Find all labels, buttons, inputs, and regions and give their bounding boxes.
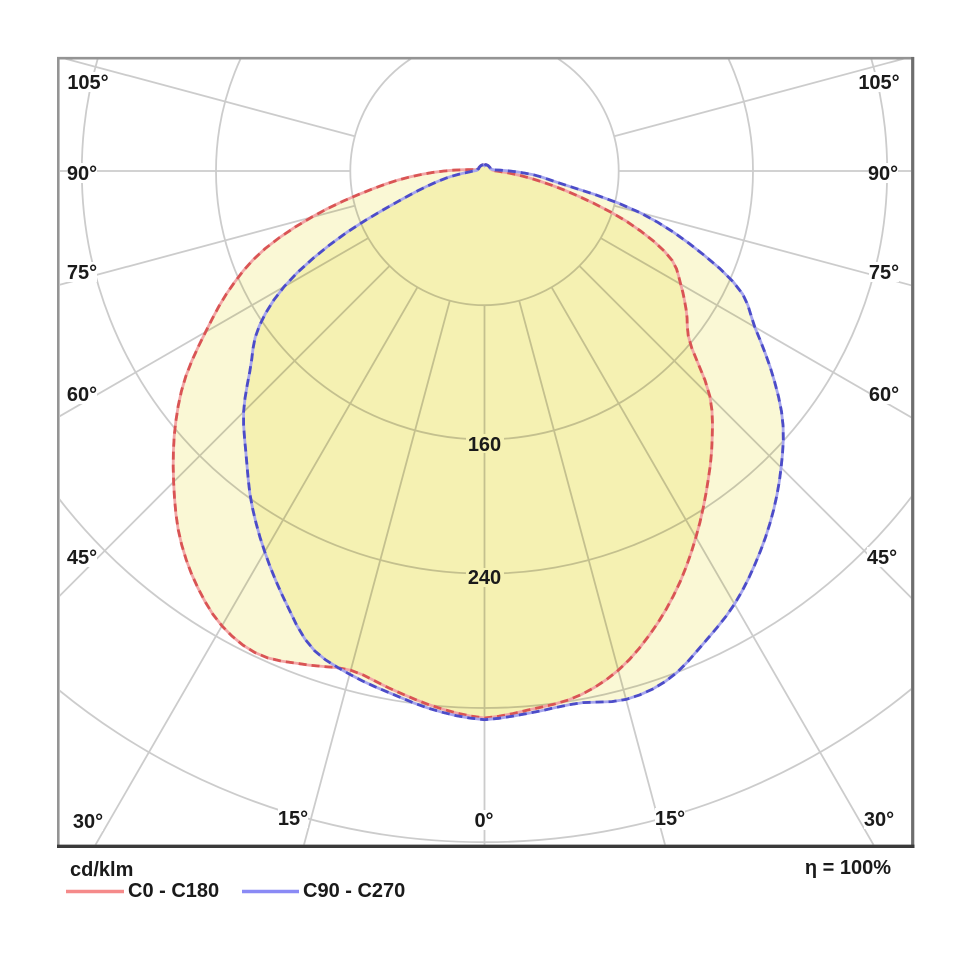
svg-text:90°: 90° xyxy=(868,163,898,185)
svg-text:cd/klm: cd/klm xyxy=(70,859,133,881)
svg-text:0°: 0° xyxy=(474,810,493,832)
svg-text:240: 240 xyxy=(468,567,501,589)
svg-text:30°: 30° xyxy=(864,809,894,831)
svg-text:60°: 60° xyxy=(869,384,899,406)
svg-text:75°: 75° xyxy=(869,262,899,284)
svg-text:15°: 15° xyxy=(278,808,308,830)
svg-text:C0 - C180: C0 - C180 xyxy=(128,880,219,902)
svg-text:45°: 45° xyxy=(867,547,897,569)
svg-text:15°: 15° xyxy=(655,808,685,830)
svg-text:90°: 90° xyxy=(67,163,97,185)
svg-text:60°: 60° xyxy=(67,384,97,406)
svg-text:η = 100%: η = 100% xyxy=(805,857,891,879)
svg-text:105°: 105° xyxy=(67,72,108,94)
svg-text:45°: 45° xyxy=(67,547,97,569)
svg-text:C90 - C270: C90 - C270 xyxy=(303,880,405,902)
svg-text:105°: 105° xyxy=(858,72,899,94)
svg-text:75°: 75° xyxy=(67,262,97,284)
svg-text:160: 160 xyxy=(468,434,501,456)
svg-text:30°: 30° xyxy=(73,811,103,833)
